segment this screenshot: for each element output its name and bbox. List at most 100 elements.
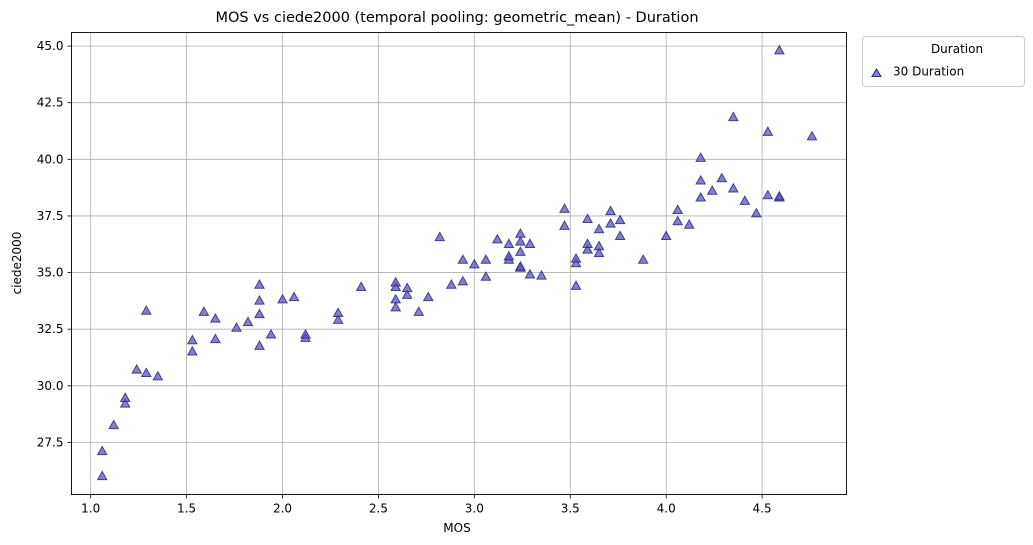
legend: Duration 30 Duration	[862, 36, 1025, 87]
data-point	[96, 445, 108, 456]
x-tick-label: 1.0	[81, 502, 100, 516]
data-point	[762, 126, 774, 136]
data-point	[524, 238, 536, 248]
data-point	[514, 246, 526, 256]
data-point	[422, 291, 434, 302]
data-point	[593, 247, 605, 258]
data-point	[570, 280, 582, 290]
legend-marker-triangle-icon	[871, 68, 882, 77]
data-point	[332, 314, 344, 324]
data-point	[242, 316, 254, 327]
y-tick-label: 45.0	[37, 39, 64, 53]
data-point	[198, 306, 210, 316]
legend-entry-label: 30 Duration	[893, 65, 964, 79]
data-point	[614, 230, 626, 241]
data-point	[570, 252, 582, 263]
data-point	[152, 370, 164, 381]
data-point	[773, 44, 785, 55]
data-point	[593, 223, 605, 234]
data-points	[96, 44, 818, 481]
data-point	[209, 312, 221, 323]
data-point	[514, 260, 526, 271]
data-point	[614, 214, 626, 225]
data-point	[445, 278, 457, 289]
data-point	[605, 217, 617, 228]
data-point	[672, 204, 684, 214]
grid-lines	[71, 32, 847, 495]
y-tick-label: 35.0	[37, 266, 64, 280]
data-point	[514, 228, 526, 238]
data-point	[254, 340, 265, 350]
data-point	[524, 268, 536, 279]
y-tick-label: 37.5	[37, 209, 64, 223]
y-tick-label: 27.5	[37, 435, 64, 449]
data-point	[355, 281, 367, 291]
data-point	[119, 392, 131, 402]
data-point	[413, 306, 425, 316]
y-tick-label: 40.0	[37, 152, 64, 166]
data-point	[254, 294, 265, 305]
data-point	[514, 235, 526, 246]
data-point	[727, 182, 739, 193]
data-point	[706, 185, 718, 195]
x-tick-label: 3.5	[561, 502, 580, 516]
data-point	[503, 238, 515, 248]
y-tick-label: 30.0	[37, 379, 64, 393]
data-point	[254, 308, 265, 319]
data-point	[683, 218, 695, 229]
data-point	[480, 254, 492, 264]
legend-title: Duration	[931, 42, 983, 56]
plot-area-frame	[71, 32, 847, 495]
data-point	[434, 231, 446, 242]
data-point	[559, 203, 570, 213]
data-point	[332, 307, 344, 318]
data-point	[186, 345, 198, 356]
data-point	[559, 220, 570, 230]
data-point	[593, 240, 605, 251]
x-tick-label: 1.5	[177, 502, 196, 516]
data-point	[119, 397, 131, 408]
data-point	[468, 258, 480, 269]
data-point	[186, 334, 198, 345]
data-point	[637, 254, 649, 264]
data-point	[480, 271, 492, 281]
y-axis-label: ciede2000	[10, 232, 24, 295]
data-point	[277, 293, 288, 304]
x-axis-label: MOS	[443, 521, 470, 535]
data-point	[750, 207, 762, 218]
data-point	[695, 191, 707, 202]
x-axis-ticks: 1.0 1.5 2.0 2.5 3.0 3.5 4.0 4.5	[81, 494, 772, 516]
x-tick-label: 3.0	[465, 502, 484, 516]
data-point	[739, 195, 751, 205]
data-point	[660, 230, 672, 241]
data-point	[140, 367, 152, 378]
data-point	[536, 269, 547, 280]
data-point	[457, 254, 469, 264]
data-point	[806, 130, 818, 141]
data-point	[503, 250, 515, 261]
data-point	[672, 215, 684, 226]
data-point	[491, 233, 503, 244]
data-point	[716, 172, 728, 183]
data-point	[140, 305, 152, 315]
x-tick-label: 2.5	[369, 502, 388, 516]
data-point	[108, 419, 120, 430]
data-point	[695, 174, 707, 185]
data-point	[209, 333, 221, 344]
data-point	[390, 293, 402, 304]
data-point	[605, 205, 617, 216]
y-tick-label: 32.5	[37, 322, 64, 336]
chart-title: MOS vs ciede2000 (temporal pooling: geom…	[215, 10, 698, 26]
x-tick-label: 4.0	[657, 502, 676, 516]
data-point	[265, 328, 277, 339]
legend-box	[862, 36, 1025, 87]
data-point	[582, 213, 593, 224]
data-point	[131, 363, 143, 374]
data-point	[457, 275, 469, 286]
data-point	[762, 189, 774, 200]
data-point	[582, 243, 593, 254]
y-tick-label: 42.5	[37, 96, 64, 110]
y-axis-ticks: 27.5 30.0 32.5 35.0 37.5 40.0 42.5 45.0	[37, 39, 72, 449]
data-point	[390, 301, 402, 312]
